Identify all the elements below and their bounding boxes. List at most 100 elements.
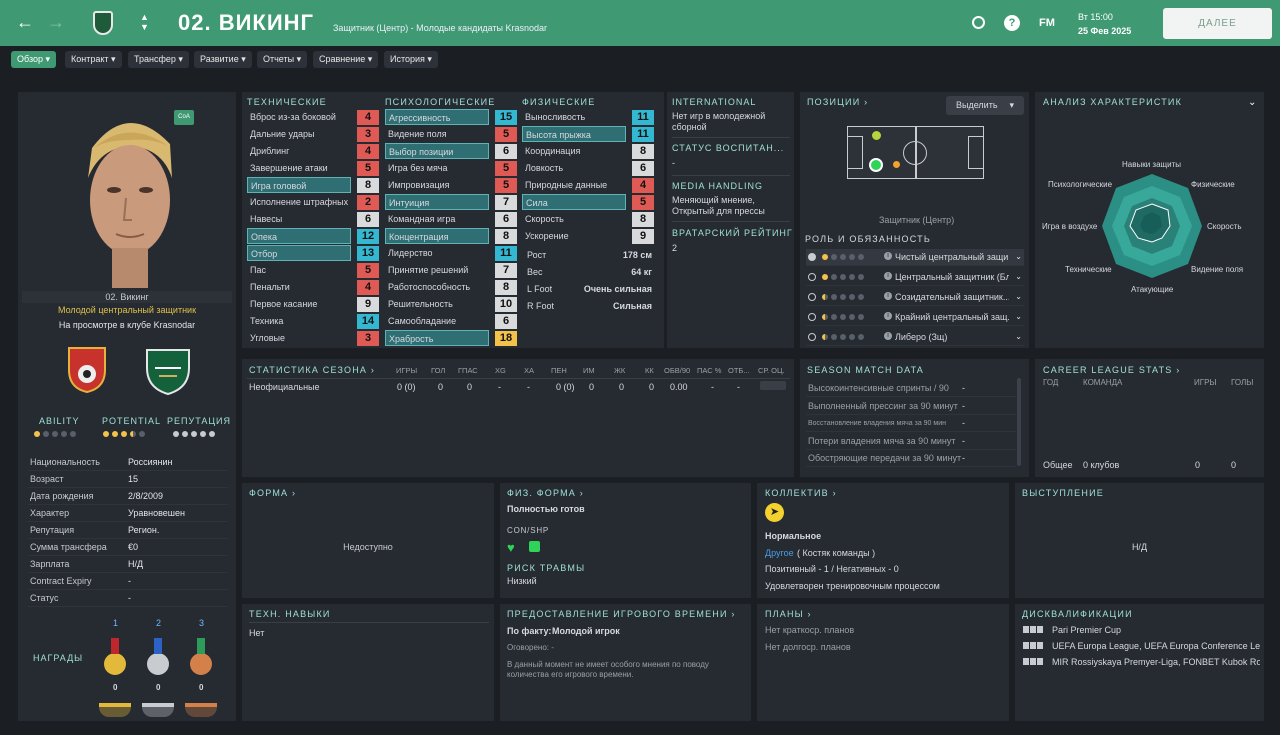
- attribute-row[interactable]: Ускорение 9: [522, 228, 654, 244]
- attribute-row[interactable]: Видение поля 5: [385, 126, 517, 142]
- role-row[interactable]: i Центральный защитник (Бл) ⌄: [806, 269, 1024, 286]
- tab-development[interactable]: Развитие ▾: [194, 51, 252, 68]
- attribute-row[interactable]: Выносливость 11: [522, 109, 654, 125]
- attribute-row[interactable]: Природные данные 4: [522, 177, 654, 193]
- role-row[interactable]: i Чистый центральный защи... ⌄: [806, 249, 1024, 266]
- attribute-row[interactable]: Решительность 10: [385, 296, 517, 312]
- role-info-icon[interactable]: i: [884, 292, 892, 300]
- club-crest-large-icon[interactable]: [143, 344, 193, 396]
- playtime-title[interactable]: ПРЕДОСТАВЛЕНИЕ ИГРОВОГО ВРЕМЕНИ ›: [507, 609, 736, 619]
- position-dot-dl[interactable]: [872, 131, 881, 140]
- attribute-row[interactable]: Выбор позиции 6: [385, 143, 517, 159]
- attribute-row[interactable]: Угловые 3: [247, 330, 379, 346]
- attribute-row[interactable]: Опека 12: [247, 228, 379, 244]
- role-radio-icon[interactable]: [808, 293, 816, 301]
- positions-title[interactable]: ПОЗИЦИИ ›: [807, 97, 869, 107]
- attribute-row[interactable]: Дриблинг 4: [247, 143, 379, 159]
- club-crest-icon[interactable]: [93, 11, 113, 35]
- season-stats-title[interactable]: СТАТИСТИКА СЕЗОНА ›: [249, 365, 376, 375]
- attribute-row[interactable]: Игра без мяча 5: [385, 160, 517, 176]
- attribute-row[interactable]: Игра головой 8: [247, 177, 379, 193]
- role-chevron-icon[interactable]: ⌄: [1015, 312, 1022, 321]
- attribute-row[interactable]: Завершение атаки 5: [247, 160, 379, 176]
- attribute-row[interactable]: Интуиция 7: [385, 194, 517, 210]
- attribute-row[interactable]: Концентрация 8: [385, 228, 517, 244]
- role-info-icon[interactable]: i: [884, 332, 892, 340]
- attribute-row[interactable]: Скорость 8: [522, 211, 654, 227]
- attribute-name: Опека: [247, 228, 351, 244]
- role-chevron-icon[interactable]: ⌄: [1015, 332, 1022, 341]
- attribute-row[interactable]: Отбор 13: [247, 245, 379, 261]
- attribute-row[interactable]: Дальние удары 3: [247, 126, 379, 142]
- attribute-row[interactable]: Координация 8: [522, 143, 654, 159]
- fitness-title[interactable]: ФИЗ. ФОРМА ›: [507, 488, 584, 498]
- attribute-row[interactable]: Самообладание 6: [385, 313, 517, 329]
- forward-arrow-icon[interactable]: →: [47, 12, 65, 32]
- coa-badge[interactable]: CoA: [174, 110, 194, 125]
- attribute-row[interactable]: Принятие решений 7: [385, 262, 517, 278]
- tab-reports[interactable]: Отчеты ▾: [257, 51, 308, 68]
- plans-title[interactable]: ПЛАНЫ ›: [765, 609, 812, 619]
- role-row[interactable]: i Либеро (Зщ) ⌄: [806, 329, 1024, 346]
- player-switch-icon[interactable]: ▲ ▼: [140, 12, 149, 32]
- attribute-row[interactable]: Техника 14: [247, 313, 379, 329]
- tab-history[interactable]: История ▾: [384, 51, 438, 68]
- attribute-name: Лидерство: [388, 248, 433, 258]
- role-info-icon[interactable]: i: [884, 272, 892, 280]
- attribute-row[interactable]: Исполнение штрафных 2: [247, 194, 379, 210]
- role-info-icon[interactable]: i: [884, 252, 892, 260]
- career-title[interactable]: CAREER LEAGUE STATS ›: [1043, 365, 1181, 375]
- radar-chevron-icon[interactable]: ⌄: [1248, 97, 1257, 108]
- attribute-row[interactable]: Импровизация 5: [385, 177, 517, 193]
- team-group-link[interactable]: Другое: [765, 548, 794, 558]
- position-dot-dm[interactable]: [893, 161, 900, 168]
- role-name: Созидательный защитник...: [895, 292, 1009, 302]
- attribute-name: Выбор позиции: [385, 143, 489, 159]
- attribute-row[interactable]: Храбрость 18: [385, 330, 517, 346]
- role-info-icon[interactable]: i: [884, 312, 892, 320]
- attribute-row[interactable]: Первое касание 9: [247, 296, 379, 312]
- attribute-row[interactable]: Ловкость 6: [522, 160, 654, 176]
- attribute-row[interactable]: Пенальти 4: [247, 279, 379, 295]
- role-chevron-icon[interactable]: ⌄: [1015, 272, 1022, 281]
- attribute-row[interactable]: Вброс из-за боковой 4: [247, 109, 379, 125]
- role-row[interactable]: i Созидательный защитник... ⌄: [806, 289, 1024, 306]
- brain-icon[interactable]: [972, 16, 985, 29]
- radar-title: АНАЛИЗ ХАРАКТЕРИСТИК: [1043, 97, 1183, 107]
- back-arrow-icon[interactable]: ←: [16, 12, 34, 32]
- tab-transfer[interactable]: Трансфер ▾: [128, 51, 189, 68]
- tab-overview[interactable]: Обзор ▾: [11, 51, 57, 68]
- help-icon[interactable]: ?: [1004, 15, 1020, 31]
- page-title: 02. ВИКИНГ: [178, 10, 314, 35]
- role-row[interactable]: i Крайний центральный защ... ⌄: [806, 309, 1024, 326]
- role-chevron-icon[interactable]: ⌄: [1015, 292, 1022, 301]
- highlight-select[interactable]: Выделить ▾: [946, 96, 1024, 115]
- attribute-value: 6: [495, 314, 517, 329]
- attribute-row[interactable]: Навесы 6: [247, 211, 379, 227]
- fm-logo[interactable]: FM: [1039, 17, 1055, 29]
- attribute-value: 3: [357, 331, 379, 346]
- attribute-row[interactable]: Работоспособность 8: [385, 279, 517, 295]
- attribute-row[interactable]: Лидерство 11: [385, 245, 517, 261]
- attribute-row[interactable]: Командная игра 6: [385, 211, 517, 227]
- role-radio-icon[interactable]: [808, 313, 816, 321]
- trophy-silver-icon: [142, 703, 174, 717]
- attribute-row[interactable]: Агрессивность 15: [385, 109, 517, 125]
- season-match-scrollbar[interactable]: [1017, 378, 1021, 466]
- tab-contract[interactable]: Контракт ▾: [65, 51, 122, 68]
- continue-button[interactable]: ДАЛЕЕ: [1163, 8, 1272, 39]
- team-title[interactable]: КОЛЛЕКТИВ ›: [765, 488, 837, 498]
- attribute-value: 6: [495, 144, 517, 159]
- role-radio-icon[interactable]: [808, 333, 816, 341]
- role-radio-icon[interactable]: [808, 253, 816, 261]
- attribute-row[interactable]: Высота прыжка 11: [522, 126, 654, 142]
- form-title[interactable]: ФОРМА ›: [249, 488, 297, 498]
- attribute-row[interactable]: Пас 5: [247, 262, 379, 278]
- position-dot-dc[interactable]: [869, 158, 883, 172]
- attribute-row[interactable]: Сила 5: [522, 194, 654, 210]
- role-chevron-icon[interactable]: ⌄: [1015, 252, 1022, 261]
- national-team-crest-icon[interactable]: [63, 344, 111, 394]
- role-radio-icon[interactable]: [808, 273, 816, 281]
- fitness-panel: [500, 483, 751, 598]
- tab-comparison[interactable]: Сравнение ▾: [313, 51, 379, 68]
